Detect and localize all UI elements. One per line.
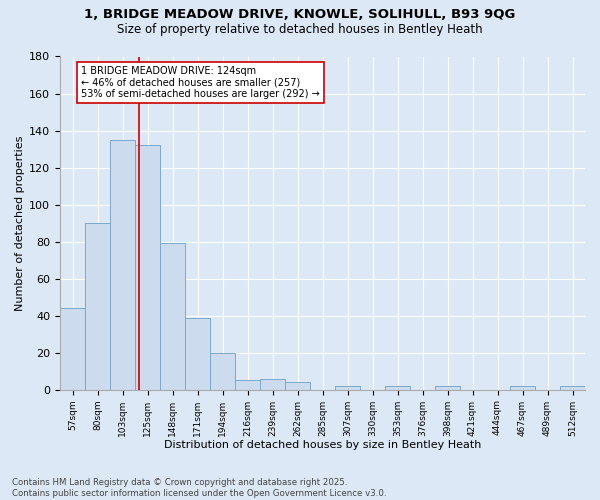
Bar — [435, 386, 460, 390]
Text: Size of property relative to detached houses in Bentley Heath: Size of property relative to detached ho… — [117, 22, 483, 36]
Bar — [235, 380, 260, 390]
Bar — [110, 140, 135, 390]
Bar — [135, 146, 160, 390]
Bar — [210, 352, 235, 390]
Bar — [560, 386, 585, 390]
Text: 1 BRIDGE MEADOW DRIVE: 124sqm
← 46% of detached houses are smaller (257)
53% of : 1 BRIDGE MEADOW DRIVE: 124sqm ← 46% of d… — [81, 66, 320, 99]
Bar — [260, 378, 285, 390]
Bar — [160, 244, 185, 390]
Text: 1, BRIDGE MEADOW DRIVE, KNOWLE, SOLIHULL, B93 9QG: 1, BRIDGE MEADOW DRIVE, KNOWLE, SOLIHULL… — [85, 8, 515, 20]
Bar — [510, 386, 535, 390]
Bar — [185, 318, 210, 390]
Bar — [385, 386, 410, 390]
Bar — [60, 308, 85, 390]
Bar — [285, 382, 310, 390]
Bar — [335, 386, 360, 390]
Y-axis label: Number of detached properties: Number of detached properties — [15, 136, 25, 311]
Text: Contains HM Land Registry data © Crown copyright and database right 2025.
Contai: Contains HM Land Registry data © Crown c… — [12, 478, 386, 498]
X-axis label: Distribution of detached houses by size in Bentley Heath: Distribution of detached houses by size … — [164, 440, 481, 450]
Bar — [85, 223, 110, 390]
